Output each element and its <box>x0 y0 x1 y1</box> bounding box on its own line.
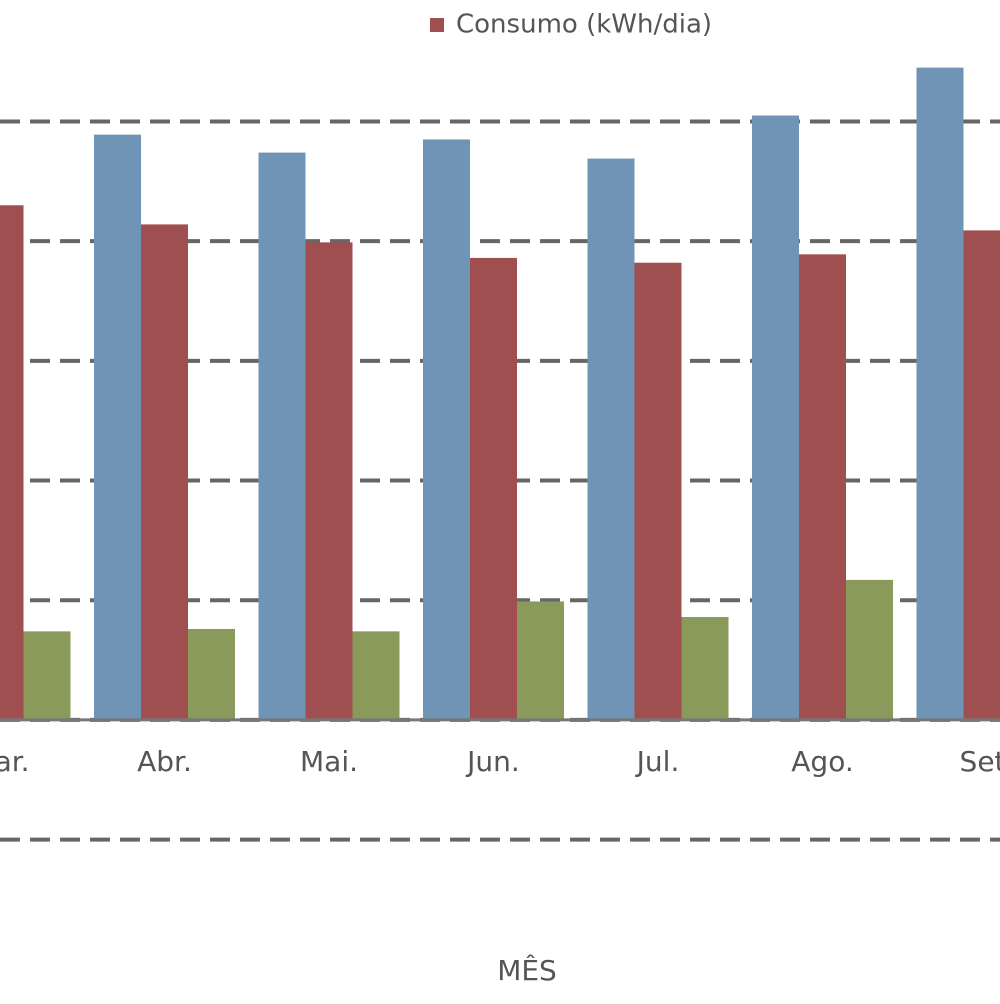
bar <box>306 242 353 720</box>
x-tick-label: Ago. <box>791 745 853 778</box>
bar <box>188 629 235 720</box>
bar <box>94 135 141 720</box>
x-tick-label: Set. <box>960 745 1000 778</box>
legend-swatch <box>430 18 444 32</box>
bar <box>423 139 470 719</box>
bar <box>517 601 564 719</box>
bar <box>470 258 517 720</box>
bar <box>917 68 964 720</box>
bar <box>0 205 24 720</box>
bar <box>24 631 71 720</box>
x-axis-title: MÊS <box>497 953 557 987</box>
bar <box>259 153 306 720</box>
bar <box>588 159 635 720</box>
bar <box>682 617 729 720</box>
x-tick-label: Mai. <box>300 745 358 778</box>
bar <box>353 631 400 720</box>
legend-label: Consumo (kWh/dia) <box>456 10 712 40</box>
x-tick-label: Mar. <box>0 745 30 778</box>
bar <box>141 224 188 720</box>
bar <box>799 254 846 720</box>
x-tick-label: Abr. <box>137 745 192 778</box>
bar <box>846 580 893 720</box>
x-tick-label: Jul. <box>635 745 680 778</box>
x-tick-label: Jun. <box>465 745 520 778</box>
bar <box>752 115 799 719</box>
bar <box>635 263 682 720</box>
bar <box>964 230 1000 720</box>
